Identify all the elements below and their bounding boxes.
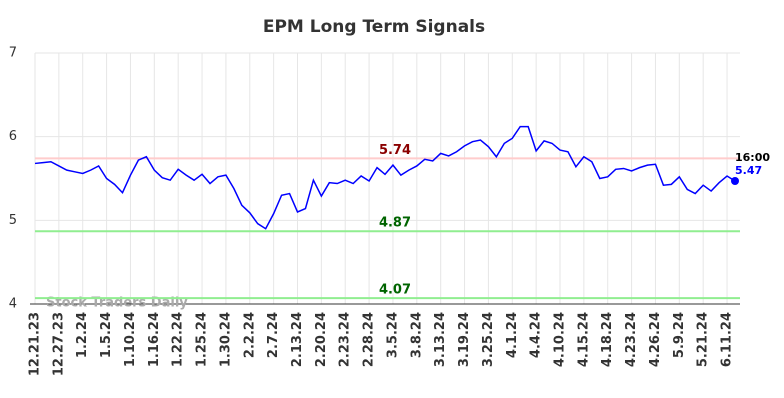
price-line [34,125,736,230]
x-tick-label: 12.21.23 [28,312,43,376]
signal-label: 4.07 [379,283,411,298]
x-tick-label: 2.23.24 [338,312,353,367]
x-tick-label: 1.30.24 [218,312,233,367]
x-tick-label: 4.15.24 [576,312,591,367]
x-tick-label: 1.16.24 [147,312,162,367]
x-tick-label: 12.27.23 [51,312,66,376]
x-tick-label: 1.22.24 [171,312,186,367]
x-tick-label: 2.20.24 [314,312,329,367]
x-tick-label: 3.19.24 [457,312,472,367]
x-tick-label: 1.25.24 [195,312,210,367]
y-tick-label: 7 [9,46,17,61]
chart-title: EPM Long Term Signals [263,17,485,37]
y-tick-label: 4 [9,297,17,312]
y-tick-label: 5 [9,213,17,228]
x-tick-label: 6.11.24 [720,312,735,367]
signal-label: 5.74 [379,143,411,158]
x-tick-label: 3.8.24 [409,312,424,358]
x-tick-label: 2.7.24 [266,312,281,358]
x-tick-label: 2.13.24 [290,312,305,367]
x-tick-label: 4.4.24 [529,312,544,358]
x-tick-label: 4.26.24 [648,312,663,367]
x-tick-label: 4.18.24 [600,312,615,367]
x-tick-label: 4.23.24 [624,312,639,367]
last-value: 5.47 [735,164,762,177]
watermark: Stock Traders Daily [46,296,188,311]
last-point [731,177,739,186]
last-time: 16:00 [735,151,770,164]
x-tick-label: 1.2.24 [75,312,90,358]
y-tick-label: 6 [9,129,17,144]
x-tick-label: 1.10.24 [123,312,138,367]
x-tick-label: 5.21.24 [696,312,711,367]
x-tick-label: 3.5.24 [385,312,400,358]
x-tick-label: 5.9.24 [672,312,687,358]
x-tick-label: 4.1.24 [505,312,520,358]
x-tick-label: 4.10.24 [553,312,568,367]
x-tick-label: 1.5.24 [99,312,114,358]
x-tick-label: 3.13.24 [433,312,448,367]
x-tick-label: 3.25.24 [481,312,496,367]
signal-label: 4.87 [379,216,411,231]
x-tick-label: 2.28.24 [362,312,377,367]
x-tick-label: 2.2.24 [242,312,257,358]
